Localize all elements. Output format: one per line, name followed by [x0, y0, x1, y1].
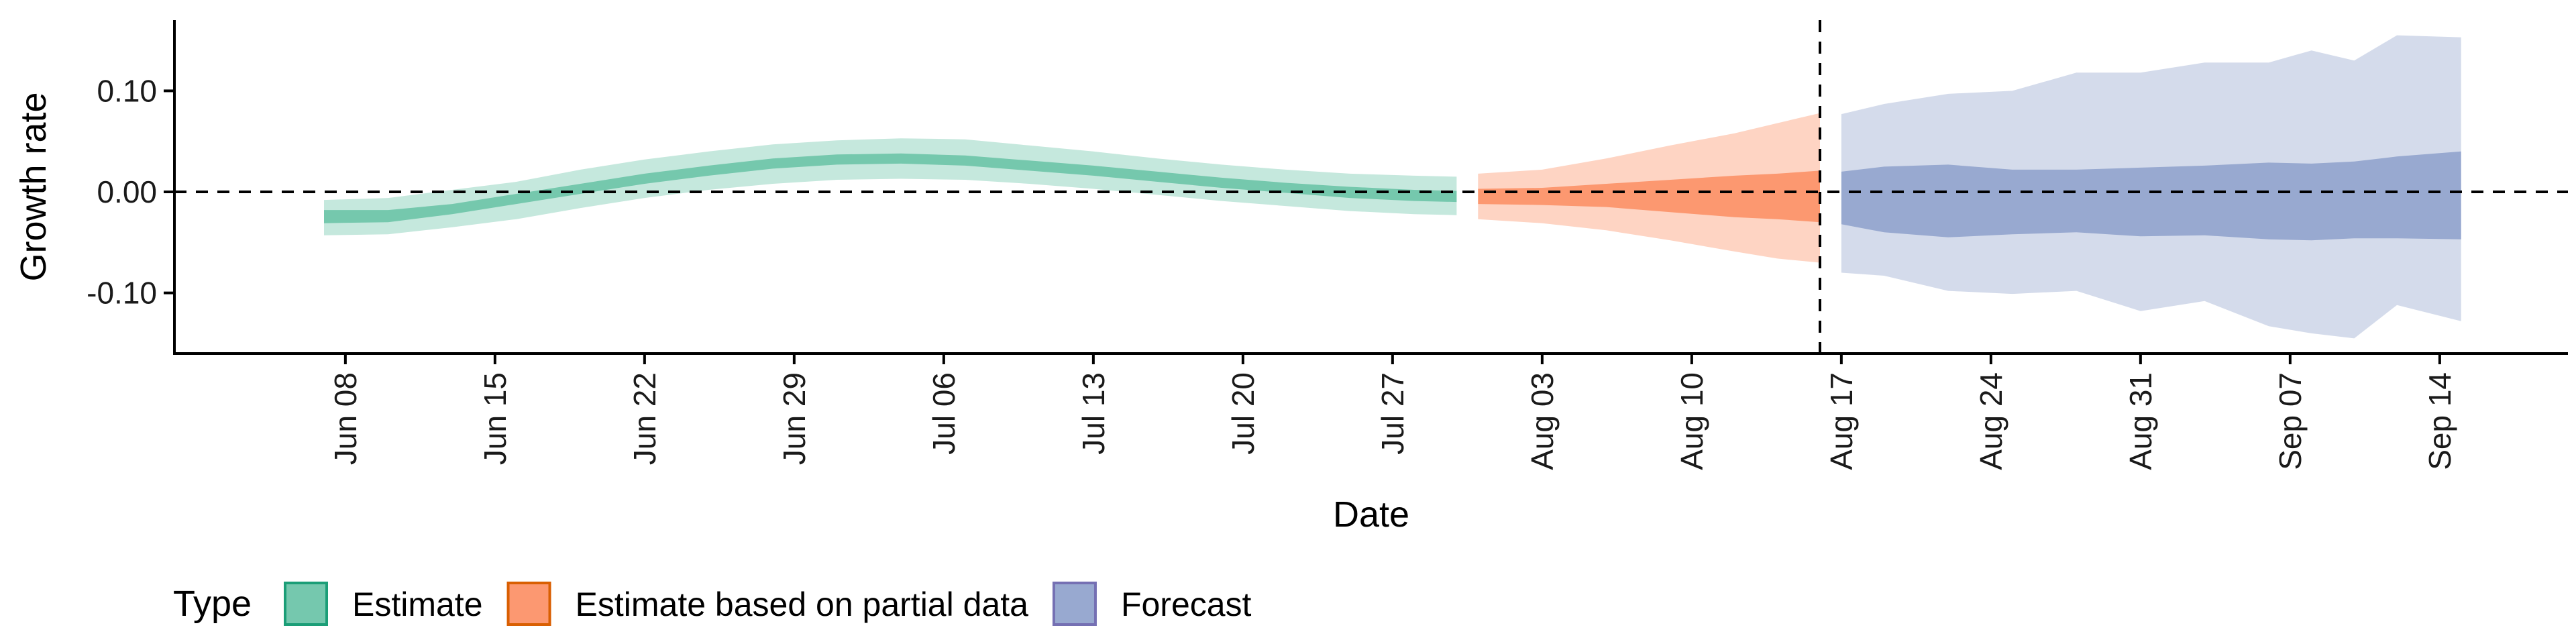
legend-label-estimate-based-on-partial-data: Estimate based on partial data [576, 586, 1029, 623]
y-tick-label: 0.00 [97, 174, 157, 209]
x-tick-label: Jul 27 [1375, 372, 1410, 455]
legend: Type Estimate Estimate based on partial d… [173, 582, 1252, 626]
x-axis-ticks: Jun 08 Jun 15 Jun 22 Jun 29 Jul 06 Jul 13 Jul … [328, 354, 2457, 470]
legend-label-estimate: Estimate [352, 586, 483, 623]
legend-key-estimate [284, 582, 328, 626]
x-tick-label: Aug 31 [2123, 372, 2158, 470]
y-axis-ticks: -0.10 0.00 0.10 [87, 73, 174, 311]
series-estimate [324, 138, 1457, 235]
legend-title: Type [173, 584, 252, 624]
x-tick-label: Aug 10 [1674, 372, 1709, 470]
band-50-estimate-based-on-partial-data [1478, 170, 1820, 223]
series-estimate-based-on-partial-data [1478, 113, 1820, 263]
y-tick-label: -0.10 [87, 276, 157, 311]
x-tick-label: Jul 06 [926, 372, 961, 455]
x-tick-label: Jul 20 [1226, 372, 1260, 455]
band-50-forecast [1841, 151, 2461, 241]
legend-label-forecast: Forecast [1121, 586, 1252, 623]
series-bands [324, 35, 2461, 339]
band-90-estimate [324, 138, 1457, 235]
x-tick-label: Jun 08 [328, 372, 363, 465]
y-tick-label: 0.10 [97, 73, 157, 108]
x-tick-label: Aug 17 [1824, 372, 1859, 470]
x-tick-label: Jun 15 [478, 372, 513, 465]
x-tick-label: Sep 07 [2273, 372, 2308, 470]
x-tick-label: Aug 24 [1974, 372, 2008, 470]
x-tick-label: Jun 22 [627, 372, 662, 465]
band-50-estimate [324, 153, 1457, 223]
legend-key-forecast [1052, 582, 1097, 626]
x-tick-label: Jun 29 [777, 372, 812, 465]
x-tick-label: Aug 03 [1525, 372, 1560, 470]
y-axis-title: Growth rate [13, 92, 54, 281]
x-tick-label: Jul 13 [1076, 372, 1111, 455]
x-axis-title: Date [1333, 494, 1409, 535]
series-forecast [1841, 35, 2461, 339]
legend-key-estimate-based-on-partial-data [506, 582, 551, 626]
x-tick-label: Sep 14 [2422, 372, 2457, 470]
